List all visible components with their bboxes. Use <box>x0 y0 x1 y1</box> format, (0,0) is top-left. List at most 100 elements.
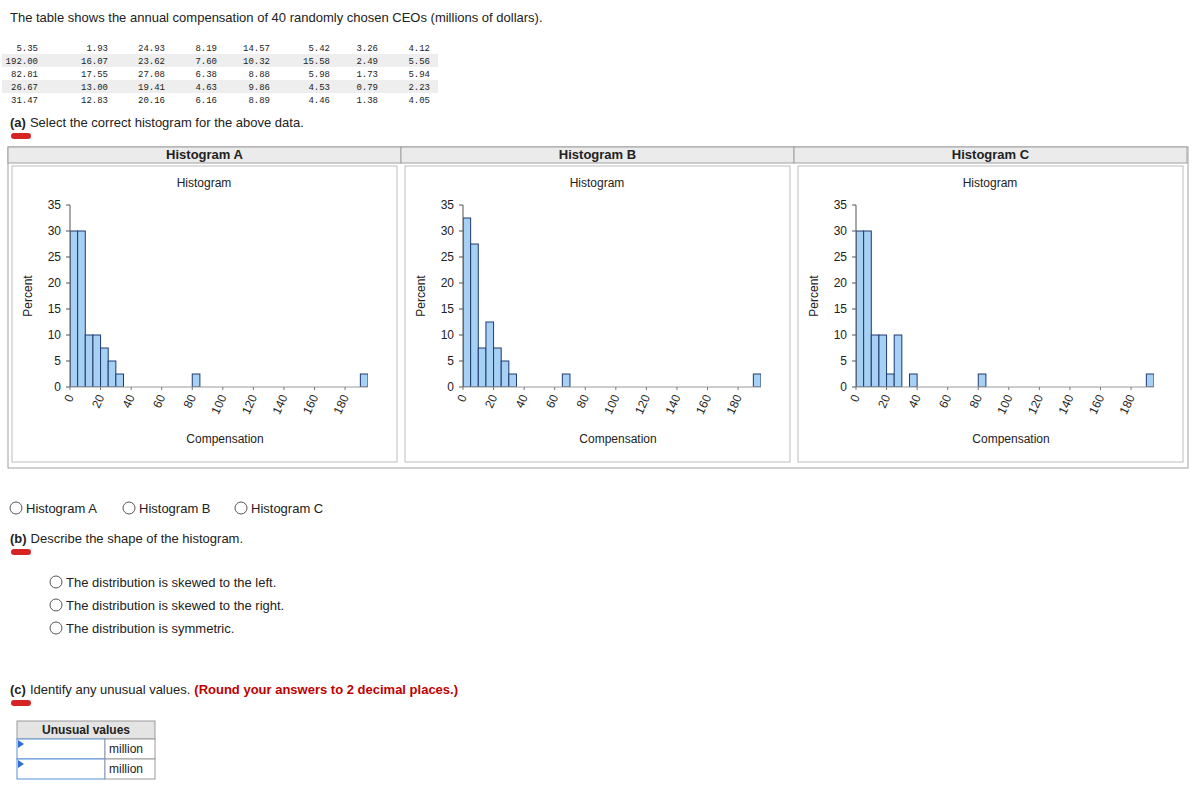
answer-header-cell <box>17 721 155 739</box>
status-mark <box>11 549 31 555</box>
y-tick <box>66 335 70 336</box>
x-tick-label: 20 <box>875 392 893 410</box>
x-tick <box>161 387 162 390</box>
radio-button[interactable] <box>10 502 22 514</box>
part-label: (a) <box>10 115 26 130</box>
x-tick <box>646 387 647 390</box>
y-tick-label: 10 <box>48 328 62 342</box>
option-label[interactable]: The distribution is skewed to the left. <box>66 575 276 590</box>
table-cell: 5.98 <box>308 70 330 80</box>
table-cell: 20.16 <box>138 96 165 106</box>
x-tick-label: 120 <box>632 392 653 416</box>
x-tick <box>886 387 887 390</box>
table-cell: 4.05 <box>408 96 430 106</box>
radio-button[interactable] <box>50 622 62 634</box>
y-tick <box>66 387 70 388</box>
histogram-bar <box>85 335 93 387</box>
table-cell: 15.58 <box>303 57 330 67</box>
histogram-bar <box>486 322 494 387</box>
x-tick <box>1131 387 1132 390</box>
histogram-panel: Histogram BHistogram05101520253035020406… <box>401 147 794 462</box>
row-shade <box>2 80 438 93</box>
x-tick <box>917 387 918 390</box>
x-tick <box>253 387 254 390</box>
x-tick-label: 40 <box>513 392 531 410</box>
x-tick-label: 40 <box>120 392 138 410</box>
x-tick-label: 160 <box>693 392 714 416</box>
x-tick-label: 0 <box>454 392 470 404</box>
table-cell: 14.57 <box>243 44 270 54</box>
part-label: (c) <box>10 682 26 697</box>
answer-table: Unusual valuesmillionmillion <box>17 721 155 779</box>
x-tick-label: 80 <box>967 392 985 410</box>
option-label[interactable]: The distribution is symmetric. <box>66 621 234 636</box>
table-cell: 19.41 <box>138 83 165 93</box>
table-cell: 4.46 <box>308 96 330 106</box>
table-cell: 0.79 <box>356 83 378 93</box>
table-cell: 4.12 <box>408 44 430 54</box>
answer-input[interactable] <box>17 759 105 779</box>
y-tick-label: 5 <box>840 354 847 368</box>
x-tick <box>585 387 586 390</box>
y-tick <box>66 309 70 310</box>
y-tick-label: 0 <box>447 380 454 394</box>
radio-button[interactable] <box>123 502 135 514</box>
x-tick-label: 180 <box>1117 392 1138 416</box>
histogram-bar <box>192 374 200 387</box>
part-text: Describe the shape of the histogram. <box>31 531 243 546</box>
answer-input[interactable] <box>17 739 105 759</box>
histogram-bar <box>909 374 917 387</box>
y-tick-label: 15 <box>441 302 455 316</box>
option-label[interactable]: Histogram B <box>139 501 211 516</box>
histogram-bar <box>108 361 116 387</box>
histogram-bar <box>864 231 872 387</box>
option-label[interactable]: Histogram C <box>251 501 323 516</box>
y-tick <box>852 257 856 258</box>
radio-button[interactable] <box>50 599 62 611</box>
radio-button[interactable] <box>235 502 247 514</box>
y-axis-label: Percent <box>414 275 428 317</box>
panel-title: Histogram A <box>166 147 243 162</box>
table-cell: 4.53 <box>308 83 330 93</box>
y-tick <box>852 205 856 206</box>
y-tick <box>459 387 463 388</box>
x-tick-label: 120 <box>239 392 260 416</box>
table-cell: 7.60 <box>195 57 217 67</box>
y-tick-label: 25 <box>834 250 848 264</box>
option-label[interactable]: Histogram A <box>26 501 97 516</box>
y-tick-label: 30 <box>834 224 848 238</box>
question: The table shows the annual compensation … <box>10 10 543 25</box>
x-tick <box>222 387 223 390</box>
x-tick <box>283 387 284 390</box>
table-cell: 1.93 <box>86 44 108 54</box>
x-axis <box>70 387 368 388</box>
y-tick <box>852 335 856 336</box>
x-tick <box>856 387 857 390</box>
table-cell: 9.86 <box>248 83 270 93</box>
y-tick-label: 35 <box>441 198 455 212</box>
y-axis-label: Percent <box>21 275 35 317</box>
histogram-bar <box>1146 374 1154 387</box>
y-tick <box>459 361 463 362</box>
y-tick-label: 35 <box>48 198 62 212</box>
table-cell: 5.42 <box>308 44 330 54</box>
x-tick-label: 120 <box>1025 392 1046 416</box>
option-label[interactable]: The distribution is skewed to the right. <box>66 598 284 613</box>
x-tick-label: 100 <box>208 392 229 416</box>
y-tick <box>66 257 70 258</box>
table-cell: 16.07 <box>81 57 108 67</box>
part-b-prompt: (b)Describe the shape of the histogram. <box>10 531 243 546</box>
chart-frame <box>798 166 1183 462</box>
status-mark <box>11 133 31 139</box>
y-tick <box>459 205 463 206</box>
y-tick-label: 20 <box>48 276 62 290</box>
histogram-bar <box>509 374 517 387</box>
panel-header <box>401 147 794 163</box>
part-c-prompt: (c)Identify any unusual values.(Round yo… <box>10 682 458 697</box>
answer-header: Unusual values <box>42 723 130 737</box>
x-tick-label: 140 <box>270 392 291 416</box>
x-tick-label: 100 <box>994 392 1015 416</box>
radio-button[interactable] <box>50 576 62 588</box>
part-text: Select the correct histogram for the abo… <box>30 115 304 130</box>
histogram-bar <box>93 335 101 387</box>
